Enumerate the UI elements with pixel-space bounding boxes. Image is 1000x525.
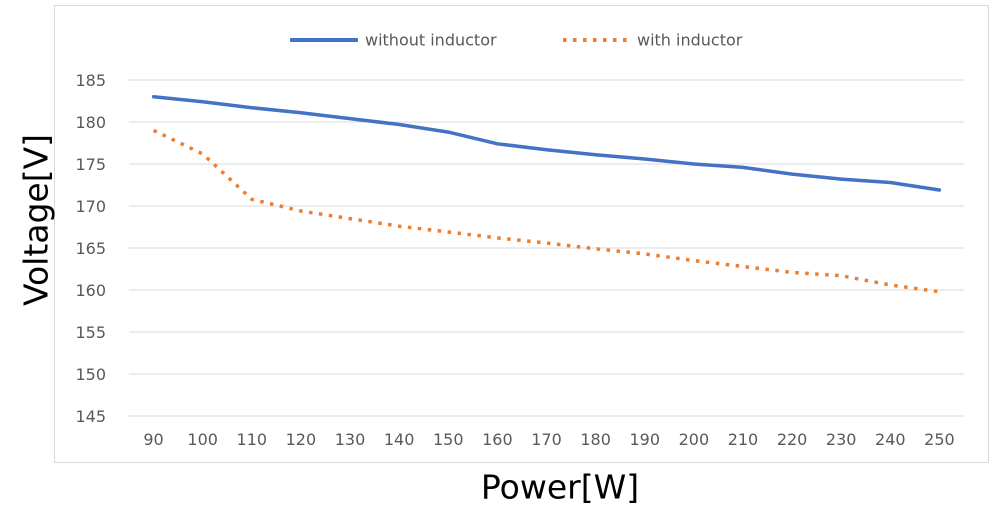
x-tick-label: 160	[482, 430, 513, 449]
x-tick-label: 130	[335, 430, 366, 449]
data-point	[398, 225, 401, 228]
y-tick-label: 155	[75, 323, 106, 342]
x-tick-label: 120	[286, 430, 317, 449]
x-tick-label: 90	[143, 430, 163, 449]
data-point	[938, 189, 941, 192]
series-line-without-inductor	[151, 95, 942, 192]
legend-label: with inductor	[637, 31, 743, 50]
data-point	[938, 290, 941, 293]
x-tick-label: 140	[384, 430, 415, 449]
data-point	[889, 283, 892, 286]
legend-label: without inductor	[365, 31, 497, 50]
data-point	[545, 241, 548, 244]
y-tick-label: 170	[75, 197, 106, 216]
data-point	[349, 117, 352, 120]
data-point	[496, 142, 499, 145]
data-point	[643, 157, 646, 160]
x-tick-label: 100	[187, 430, 218, 449]
data-point	[643, 252, 646, 255]
y-tick-label: 175	[75, 155, 106, 174]
data-point	[299, 111, 302, 114]
data-point	[250, 106, 253, 109]
data-point	[152, 129, 155, 132]
data-point	[349, 217, 352, 220]
data-point	[299, 210, 302, 213]
x-axis-title: Power[W]	[480, 467, 640, 507]
x-tick-label: 150	[433, 430, 464, 449]
y-axis-title: Voltage[V]	[16, 133, 56, 307]
data-point	[692, 163, 695, 166]
data-point	[201, 152, 204, 155]
y-tick-label: 160	[75, 281, 106, 300]
y-tick-label: 185	[75, 71, 106, 90]
x-tick-label: 240	[875, 430, 906, 449]
data-point	[741, 265, 744, 268]
data-point	[250, 198, 253, 201]
x-tick-label: 230	[826, 430, 857, 449]
data-point	[496, 236, 499, 239]
data-point	[594, 153, 597, 156]
data-point	[791, 173, 794, 176]
x-tick-label: 210	[728, 430, 759, 449]
data-point	[594, 247, 597, 250]
data-point	[692, 259, 695, 262]
y-tick-label: 150	[75, 365, 106, 384]
x-tick-label: 190	[629, 430, 660, 449]
x-tick-label: 250	[924, 430, 955, 449]
data-point	[447, 231, 450, 234]
data-point	[840, 274, 843, 277]
x-tick-label: 200	[679, 430, 710, 449]
data-point	[447, 131, 450, 134]
data-point	[398, 123, 401, 126]
x-tick-label: 170	[531, 430, 562, 449]
chart-area	[54, 5, 989, 463]
data-point	[545, 148, 548, 151]
data-point	[791, 271, 794, 274]
data-point	[840, 178, 843, 181]
y-tick-label: 180	[75, 113, 106, 132]
data-point	[152, 95, 155, 98]
x-tick-label: 110	[237, 430, 268, 449]
y-tick-label: 145	[75, 407, 106, 426]
series-line-with-inductor	[152, 128, 940, 294]
x-tick-label: 220	[777, 430, 808, 449]
x-tick-label: 180	[580, 430, 611, 449]
data-point	[741, 166, 744, 169]
y-tick-label: 165	[75, 239, 106, 258]
data-point	[889, 181, 892, 184]
data-point	[201, 100, 204, 103]
